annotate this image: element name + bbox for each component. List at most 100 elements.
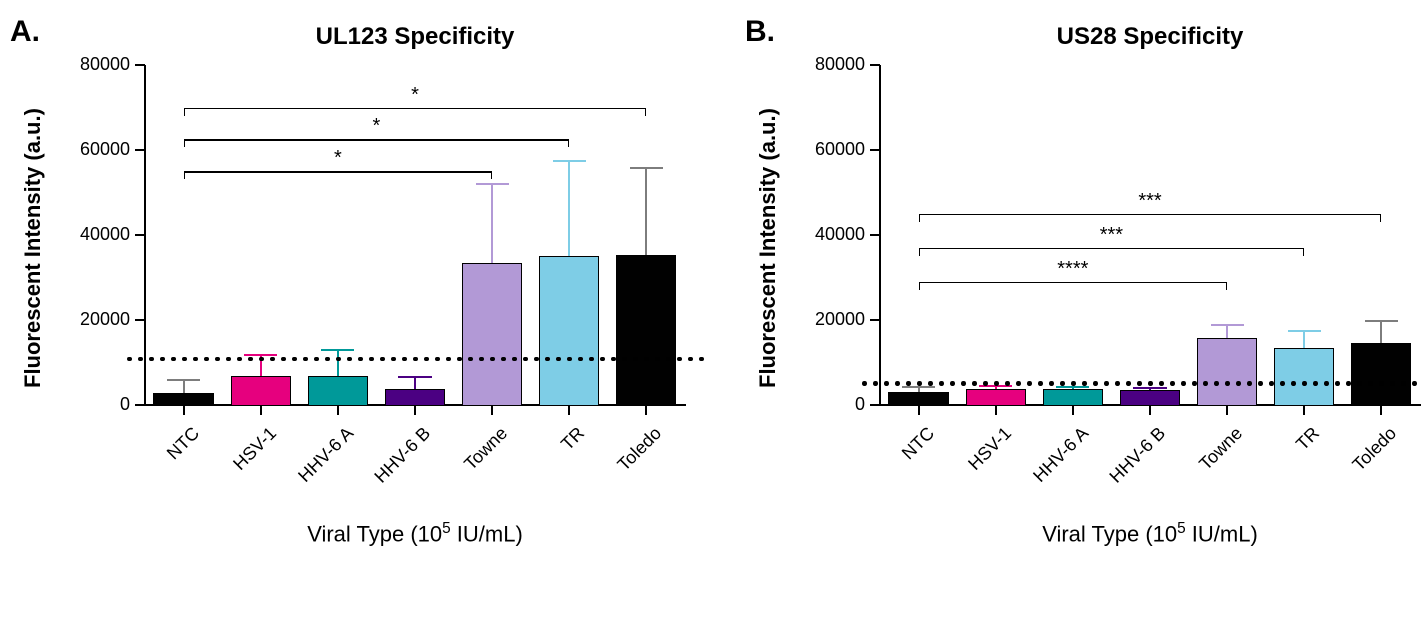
panel-b-ytick-mark	[870, 404, 880, 406]
panel-a-threshold-dot	[600, 357, 605, 362]
panel-a-threshold-dot	[171, 357, 176, 362]
panel-b-bar	[1120, 390, 1180, 405]
panel-b-sig-line	[919, 248, 1305, 250]
panel-b-sig-label: ***	[1071, 224, 1151, 247]
panel-a-sig-tick	[184, 108, 186, 116]
panel-a-bar	[153, 393, 213, 405]
panel-b-xtick-mark	[1149, 405, 1151, 415]
panel-a-threshold-dot	[193, 357, 198, 362]
panel-a-error-bar	[183, 380, 185, 393]
panel-b-threshold-dot	[1335, 381, 1340, 386]
panel-a-bar	[385, 389, 445, 405]
panel-a-threshold-dot	[633, 357, 638, 362]
panel-b-error-cap	[1056, 386, 1089, 388]
panel-b-ytick-mark	[870, 64, 880, 66]
panel-a-threshold-dot	[292, 357, 297, 362]
panel-a-xtick-label: Toledo	[581, 423, 667, 509]
panel-b-threshold-dot	[1060, 381, 1065, 386]
panel-b-threshold-dot	[1093, 381, 1098, 386]
panel-b-xtick-label: HHV-6 A	[1007, 423, 1093, 509]
panel-b-ytick-mark	[870, 319, 880, 321]
panel-b-threshold-dot	[1082, 381, 1087, 386]
panel-a-sig-tick	[568, 139, 570, 147]
panel-b-threshold-dot	[873, 381, 878, 386]
panel-b-threshold-dot	[939, 381, 944, 386]
panel-b-bar	[888, 392, 948, 405]
panel-a-threshold-dot	[545, 357, 550, 362]
panel-b-xtick-mark	[1303, 405, 1305, 415]
panel-a-threshold-dot	[468, 357, 473, 362]
panel-a-threshold-dot	[314, 357, 319, 362]
panel-a-error-cap	[630, 167, 663, 169]
panel-a-threshold-dot	[666, 357, 671, 362]
panel-a-threshold-dot	[358, 357, 363, 362]
panel-a-threshold-dot	[369, 357, 374, 362]
panel-a-sig-label: *	[375, 84, 455, 107]
panel-a-ytick-mark	[135, 319, 145, 321]
panel-b-y-axis-title: Fluorescent Intensity (a.u.)	[755, 88, 781, 388]
panel-b-xtick-label: NTC	[853, 423, 939, 509]
panel-a-threshold-dot	[534, 357, 539, 362]
panel-a-threshold-dot	[160, 357, 165, 362]
panel-b-threshold-dot	[972, 381, 977, 386]
panel-a-xtick-label: Towne	[426, 423, 512, 509]
panel-a-ytick-mark	[135, 234, 145, 236]
panel-a-xtick-label: HHV-6 A	[272, 423, 358, 509]
panel-b-sig-label: ****	[1033, 258, 1113, 281]
panel-b-threshold-dot	[917, 381, 922, 386]
panel-b-threshold-dot	[884, 381, 889, 386]
panel-a-threshold-dot	[699, 357, 704, 362]
panel-b-threshold-dot	[1016, 381, 1021, 386]
panel-b-x-axis-title: Viral Type (105 IU/mL)	[880, 520, 1420, 547]
panel-b-threshold-dot	[1346, 381, 1351, 386]
panel-b-error-cap	[902, 386, 935, 388]
panel-a-threshold-dot	[677, 357, 682, 362]
panel-a-xtick-mark	[645, 405, 647, 415]
panel-a-threshold-dot	[567, 357, 572, 362]
panel-b-ytick-label: 60000	[785, 139, 865, 160]
panel-b-error-cap	[1365, 320, 1398, 322]
panel-a-threshold-dot	[127, 357, 132, 362]
panel-a-xtick-mark	[183, 405, 185, 415]
panel-b-error-bar	[1226, 325, 1228, 338]
panel-a-threshold-dot	[347, 357, 352, 362]
panel-a-threshold-dot	[237, 357, 242, 362]
panel-b-threshold-dot	[1115, 381, 1120, 386]
panel-b-threshold-dot	[1005, 381, 1010, 386]
panel-a-y-axis-title: Fluorescent Intensity (a.u.)	[20, 88, 46, 388]
panel-a-plot-area: ***	[145, 65, 685, 405]
panel-b-ytick-label: 20000	[785, 309, 865, 330]
panel-a-threshold-dot	[325, 357, 330, 362]
panel-a-sig-tick	[184, 171, 186, 179]
panel-a-threshold-dot	[457, 357, 462, 362]
panel-b-ytick-label: 80000	[785, 54, 865, 75]
panel-b-bar	[1351, 343, 1411, 405]
panel-a-sig-line	[184, 171, 493, 173]
panel-b-ytick-mark	[870, 149, 880, 151]
panel-a-sig-tick	[491, 171, 493, 179]
panel-b-error-cap	[1211, 324, 1244, 326]
panel-a-threshold-dot	[424, 357, 429, 362]
panel-b-sig-tick	[1380, 214, 1382, 222]
panel-a-threshold-dot	[226, 357, 231, 362]
panel-b-xtick-label: Towne	[1161, 423, 1247, 509]
panel-a-sig-label: *	[336, 115, 416, 138]
panel-b-threshold-dot	[1412, 381, 1417, 386]
panel-a-ytick-mark	[135, 149, 145, 151]
panel-a-threshold-dot	[204, 357, 209, 362]
panel-a-threshold-dot	[380, 357, 385, 362]
panel-b-sig-label: ***	[1110, 190, 1190, 213]
panel-a-threshold-dot	[303, 357, 308, 362]
panel-a-error-cap	[553, 160, 586, 162]
panel-a-error-bar	[645, 168, 647, 255]
panel-b-threshold-dot	[1291, 381, 1296, 386]
panel-a-threshold-dot	[655, 357, 660, 362]
panel-a-title: UL123 Specificity	[145, 23, 685, 51]
panel-a-sig-line	[184, 108, 647, 110]
panel-a-threshold-dot	[336, 357, 341, 362]
panel-a-threshold-dot	[688, 357, 693, 362]
panel-b-threshold-dot	[1280, 381, 1285, 386]
panel-b-error-cap	[1133, 387, 1166, 389]
panel-a-threshold-dot	[259, 357, 264, 362]
panel-b-threshold-dot	[1181, 381, 1186, 386]
